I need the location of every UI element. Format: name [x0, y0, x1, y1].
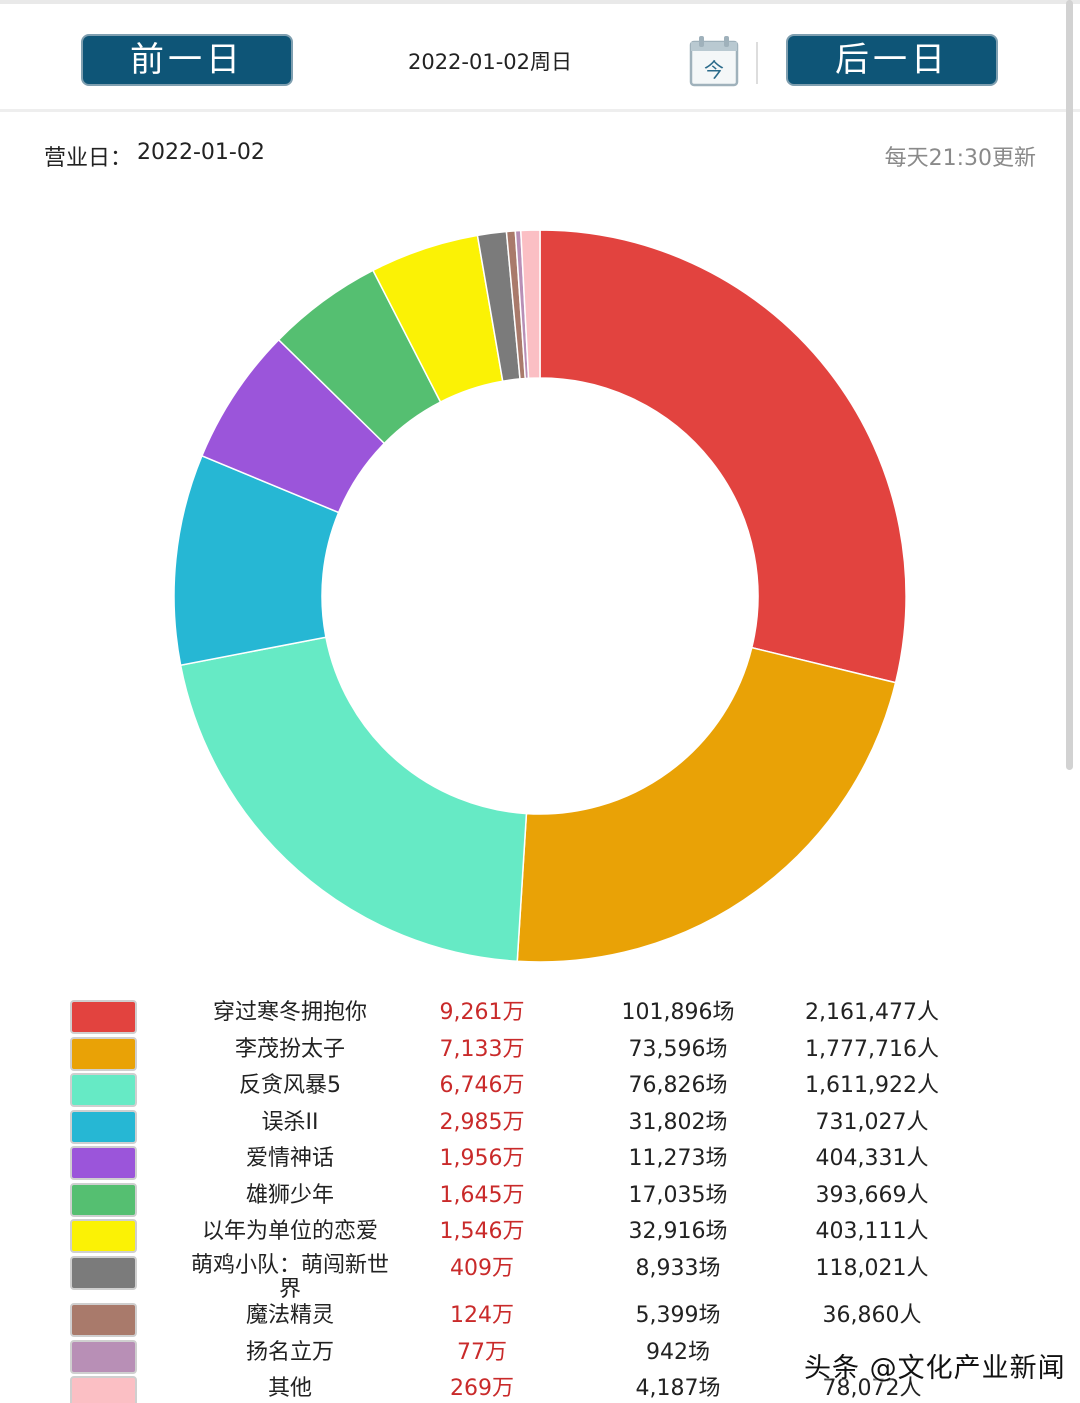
legend-row: 以年为单位的恋爱 1,546万 32,916场 403,111人 — [0, 1215, 1080, 1253]
audience-count: 2,161,477人 — [805, 1000, 939, 1025]
audience-count: 118,021人 — [815, 1256, 929, 1281]
legend-row: 反贪风暴5 6,746万 76,826场 1,611,922人 — [0, 1069, 1080, 1107]
audience-count: 1,611,922人 — [805, 1073, 939, 1098]
legend-color-swatch — [70, 1219, 137, 1253]
show-count: 8,933场 — [635, 1256, 721, 1281]
movie-name: 反贪风暴5 — [239, 1073, 341, 1098]
calendar-today-icon[interactable]: 今 — [688, 34, 740, 88]
movie-name: 魔法精灵 — [245, 1303, 334, 1328]
legend-row: 魔法精灵 124万 5,399场 36,860人 — [0, 1299, 1080, 1337]
box-office-value: 7,133万 — [439, 1037, 525, 1062]
show-count: 76,826场 — [628, 1073, 728, 1098]
movie-name: 其他 — [267, 1376, 312, 1401]
box-office-value: 409万 — [450, 1256, 514, 1281]
show-count: 101,896场 — [621, 1000, 735, 1025]
audience-count: 1,777,716人 — [805, 1037, 939, 1062]
legend-row: 萌鸡小队：萌闯新世界 409万 8,933场 118,021人 — [0, 1252, 1080, 1302]
audience-count: 731,027人 — [815, 1110, 929, 1135]
box-office-value: 6,746万 — [439, 1073, 525, 1098]
box-office-value: 1,546万 — [439, 1219, 525, 1244]
business-day-label: 营业日： — [44, 146, 133, 171]
box-office-value: 1,956万 — [439, 1146, 525, 1171]
top-border — [0, 0, 1080, 4]
current-date: 2022-01-02周日 — [407, 50, 573, 74]
movie-name: 误杀II — [261, 1110, 319, 1135]
date-header: 前一日 2022-01-02周日 今 后一日 — [0, 4, 1080, 112]
audience-count: 36,860人 — [822, 1303, 922, 1328]
show-count: 73,596场 — [628, 1037, 728, 1062]
legend-color-swatch — [70, 1303, 137, 1337]
audience-count: 393,669人 — [815, 1183, 929, 1208]
audience-count: 78,072人 — [822, 1376, 922, 1401]
legend-color-swatch — [70, 1376, 137, 1403]
box-office-value: 77万 — [457, 1340, 507, 1365]
legend-color-swatch — [70, 1110, 137, 1144]
legend-color-swatch — [70, 1037, 137, 1071]
legend-color-swatch — [70, 1183, 137, 1217]
svg-text:今: 今 — [704, 58, 724, 82]
movie-name: 穿过寒冬拥抱你 — [212, 1000, 367, 1025]
movie-name: 爱情神话 — [245, 1146, 334, 1171]
box-office-value: 9,261万 — [439, 1000, 525, 1025]
show-count: 31,802场 — [628, 1110, 728, 1135]
movie-name: 雄狮少年 — [245, 1183, 334, 1208]
box-office-value: 1,645万 — [439, 1183, 525, 1208]
legend-row: 扬名立万 77万 942场 — [0, 1336, 1080, 1374]
legend-row: 雄狮少年 1,645万 17,035场 393,669人 — [0, 1179, 1080, 1217]
box-office-donut-chart — [173, 229, 907, 963]
business-day-value: 2022-01-02 — [137, 140, 265, 165]
box-office-value: 124万 — [450, 1303, 514, 1328]
legend-color-swatch — [70, 1340, 137, 1374]
legend-row: 爱情神话 1,956万 11,273场 404,331人 — [0, 1142, 1080, 1180]
audience-count: 404,331人 — [815, 1146, 929, 1171]
previous-day-button[interactable]: 前一日 — [81, 34, 293, 86]
show-count: 5,399场 — [635, 1303, 721, 1328]
legend-color-swatch — [70, 1000, 137, 1034]
show-count: 11,273场 — [628, 1146, 728, 1171]
show-count: 17,035场 — [628, 1183, 728, 1208]
donut-slice — [539, 229, 907, 684]
movie-name: 萌鸡小队：萌闯新世界 — [190, 1253, 389, 1302]
audience-count: 403,111人 — [815, 1219, 929, 1244]
donut-slice — [179, 636, 528, 963]
movie-name: 以年为单位的恋爱 — [201, 1219, 378, 1244]
header-divider — [756, 42, 758, 84]
scrollbar[interactable] — [1066, 0, 1073, 770]
donut-slice — [519, 229, 541, 380]
box-office-value: 269万 — [450, 1376, 514, 1401]
legend-row: 穿过寒冬拥抱你 9,261万 101,896场 2,161,477人 — [0, 996, 1080, 1034]
movie-name: 扬名立万 — [245, 1340, 334, 1365]
show-count: 32,916场 — [628, 1219, 728, 1244]
legend-color-swatch — [70, 1256, 137, 1290]
watermark: 头条 @文化产业新闻 — [804, 1353, 1066, 1384]
donut-slice — [516, 646, 897, 963]
legend-color-swatch — [70, 1073, 137, 1107]
update-time-note: 每天21:30更新 — [884, 146, 1036, 171]
legend-row: 李茂扮太子 7,133万 73,596场 1,777,716人 — [0, 1033, 1080, 1071]
legend-row: 误杀II 2,985万 31,802场 731,027人 — [0, 1106, 1080, 1144]
legend-color-swatch — [70, 1146, 137, 1180]
next-day-button[interactable]: 后一日 — [786, 34, 998, 86]
show-count: 4,187场 — [635, 1376, 721, 1401]
legend-row: 其他 269万 4,187场 78,072人 — [0, 1372, 1080, 1403]
box-office-value: 2,985万 — [439, 1110, 525, 1135]
show-count: 942场 — [646, 1340, 710, 1365]
movie-name: 李茂扮太子 — [234, 1037, 345, 1062]
